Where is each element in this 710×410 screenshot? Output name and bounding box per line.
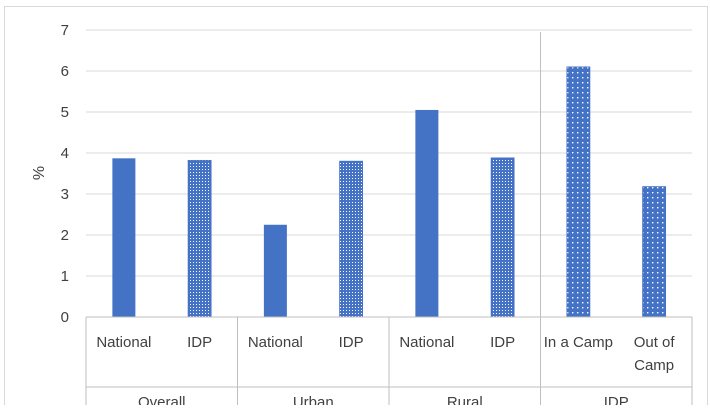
- x-category-label: IDP: [339, 334, 364, 351]
- x-category-label: Camp: [634, 357, 674, 374]
- y-tick-labels: 0 1 2 3 4 5 6 7: [61, 22, 69, 326]
- x-group-label: IDP: [604, 394, 629, 405]
- x-category-label: In a Camp: [544, 334, 613, 351]
- axes: [85, 316, 693, 405]
- x-category-label: National: [96, 334, 151, 351]
- y-tick-label: 3: [61, 186, 69, 203]
- bar: [642, 186, 667, 318]
- bar: [415, 109, 439, 317]
- x-group-label: Urban: [293, 394, 334, 405]
- y-tick-label: 4: [61, 145, 69, 162]
- bar: [490, 157, 515, 318]
- bar: [263, 224, 287, 317]
- x-category-label: IDP: [490, 334, 515, 351]
- gridlines: [86, 29, 692, 317]
- y-tick-label: 2: [61, 227, 69, 244]
- bar: [187, 159, 212, 318]
- bars: [112, 66, 667, 318]
- category-labels: National IDP Overall National IDP Urban Nation…: [96, 334, 676, 410]
- bar: [339, 160, 364, 318]
- y-tick-label: 5: [61, 104, 69, 121]
- y-tick-label: 6: [61, 63, 69, 80]
- bar: [112, 158, 136, 317]
- x-category-label: Out of: [634, 334, 676, 351]
- x-category-label: National: [248, 334, 303, 351]
- x-category-label: National: [399, 334, 454, 351]
- y-tick-label: 7: [61, 22, 69, 39]
- y-tick-label: 1: [61, 268, 69, 285]
- y-axis-label: %: [31, 166, 48, 180]
- x-category-label: IDP: [187, 334, 212, 351]
- x-group-label: Overall: [138, 394, 186, 405]
- bar: [566, 66, 591, 318]
- x-group-label: Rural: [447, 394, 483, 405]
- y-tick-label: 0: [61, 309, 69, 326]
